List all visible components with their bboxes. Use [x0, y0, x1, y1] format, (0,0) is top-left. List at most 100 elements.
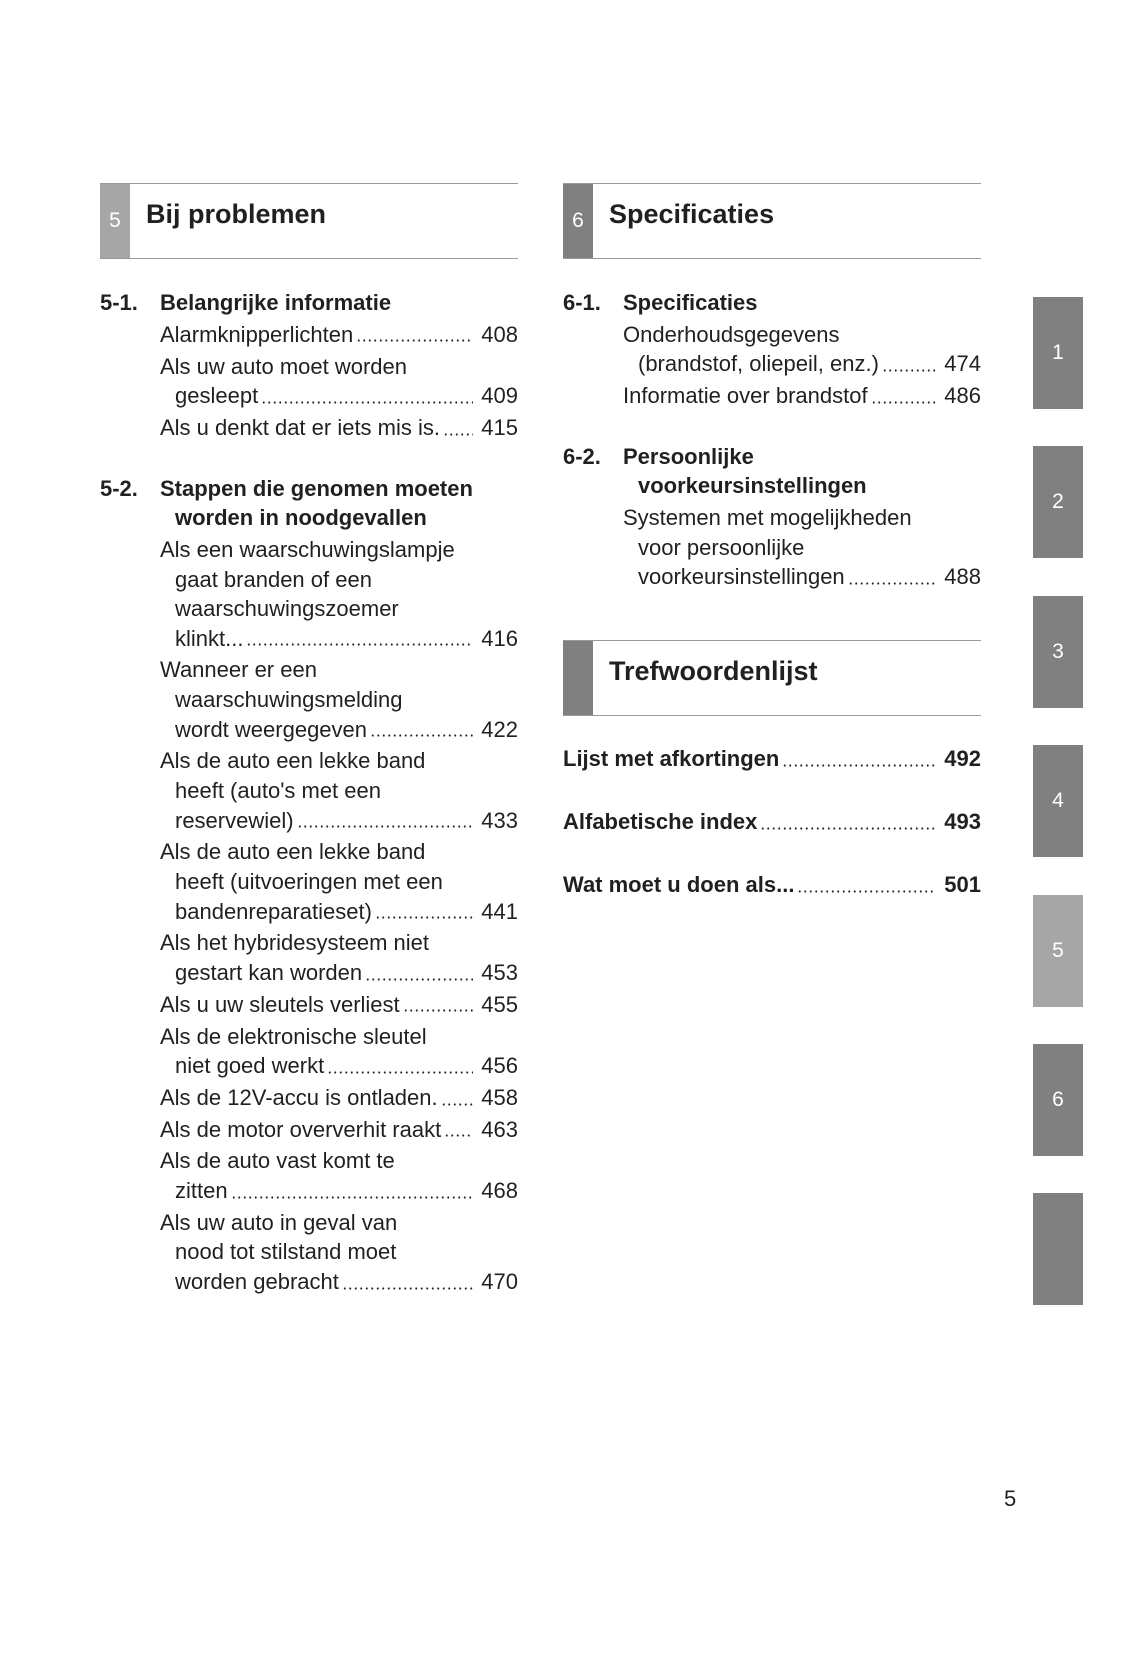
dot-leader	[440, 1102, 474, 1106]
index-entry-page: 501	[944, 872, 981, 898]
toc-entry-last-line: Als u denkt dat er iets mis is. 415	[160, 413, 518, 443]
dot-leader	[365, 977, 474, 981]
entry-text: bandenreparatieset)	[175, 898, 372, 924]
entry-text: Als u uw sleutels verliest	[160, 991, 400, 1017]
entry-text: zitten	[175, 1178, 228, 1204]
entry-text: Als de auto een lekke band	[160, 748, 426, 774]
entry-text: Als de 12V-accu is ontladen.	[160, 1084, 438, 1110]
index-entry-label: Alfabetische index	[563, 809, 758, 835]
entry-text: Als u denkt dat er iets mis is.	[160, 414, 440, 440]
side-tab-5[interactable]: 5	[1033, 894, 1083, 1007]
entry-text: heeft (uitvoeringen met een	[175, 869, 443, 894]
entry-page: 455	[481, 991, 518, 1017]
section-number: 6-2.	[563, 443, 601, 469]
toc-entry-last-line: gestart kan worden 453	[160, 958, 518, 988]
toc-entry[interactable]: Als de auto een lekke band heeft (auto's …	[160, 746, 518, 835]
toc-entry[interactable]: Onderhoudsgegevens (brandstof, oliepeil, …	[623, 320, 981, 379]
entry-text: Als het hybridesysteem niet	[160, 930, 430, 956]
toc-entry-last-line: (brandstof, oliepeil, enz.) 474	[623, 349, 981, 379]
toc-entry-last-line: Informatie over brandstof 486	[623, 381, 981, 411]
dot-leader	[760, 826, 937, 830]
dot-leader	[870, 400, 937, 404]
toc-entry[interactable]: Als de auto een lekke band heeft (uitvoer…	[160, 837, 518, 926]
toc-entry-last-line: Als de motor oververhit raakt 463	[160, 1115, 518, 1145]
entry-page: 474	[944, 351, 981, 377]
dot-leader	[370, 734, 474, 738]
toc-entry[interactable]: Alarmknipperlichten 408	[160, 320, 518, 350]
toc-entry[interactable]: Als het hybridesysteem niet gestart kan w…	[160, 928, 518, 987]
entry-text: Systemen met mogelijkheden	[623, 505, 912, 531]
side-tab-2[interactable]: 2	[1033, 446, 1083, 559]
side-tab-blank[interactable]	[1033, 1193, 1083, 1306]
chapter-6-contents: 6-1. Specificaties Onderhoudsgegevens (bran…	[563, 288, 981, 592]
entry-text: Onderhoudsgegevens	[623, 321, 840, 347]
index-entry[interactable]: Wat moet u doen als... 501	[563, 870, 981, 900]
dot-leader	[797, 889, 937, 893]
entry-text: voor persoonlijke	[638, 534, 805, 560]
section-title: Persoonlijke voorkeursinstellingen	[623, 442, 981, 501]
section-number: 6-1.	[563, 290, 601, 315]
toc-section: 5-2. Stappen die genomen moeten worden in …	[100, 474, 518, 1297]
entry-text: Als de auto vast komt te	[160, 1148, 395, 1174]
toc-entry[interactable]: Informatie over brandstof 486	[623, 381, 981, 411]
entry-text: Als een waarschuwingslampje	[160, 536, 455, 562]
toc-entry-last-line: bandenreparatieset) 441	[160, 897, 518, 927]
index-entry[interactable]: Alfabetische index 493	[563, 807, 981, 837]
entry-text: waarschuwingsmelding	[175, 687, 403, 713]
entry-page: 409	[481, 383, 518, 409]
entry-text: Als uw auto in geval van	[160, 1209, 398, 1235]
toc-entry[interactable]: Als de motor oververhit raakt 463	[160, 1115, 518, 1145]
side-tab-3[interactable]: 3	[1033, 595, 1083, 708]
chapter-number: 5	[100, 184, 130, 258]
dot-leader	[230, 1195, 474, 1199]
entry-page: 441	[481, 898, 518, 924]
entry-page: 453	[481, 959, 518, 985]
toc-entry[interactable]: Als uw auto moet worden gesleept 409	[160, 352, 518, 411]
section-title: Belangrijke informatie	[160, 288, 518, 318]
entry-page: 470	[481, 1269, 518, 1295]
entry-text: heeft (auto's met een	[175, 778, 381, 804]
index-entry[interactable]: Lijst met afkortingen 492	[563, 744, 981, 774]
section-number: 5-1.	[100, 290, 138, 315]
toc-entry[interactable]: Als de auto vast komt te zitten 468	[160, 1146, 518, 1205]
section-title: Stappen die genomen moeten worden in nood…	[160, 474, 518, 533]
section-title-line: Stappen die genomen moeten	[160, 475, 473, 501]
toc-entry[interactable]: Systemen met mogelijkheden voor persoonli…	[623, 503, 981, 592]
dot-leader	[246, 643, 474, 647]
entry-text: niet goed werkt	[175, 1053, 325, 1079]
entry-page: 458	[481, 1084, 518, 1110]
chapter-5-contents: 5-1. Belangrijke informatie Alarmknipperli…	[100, 288, 518, 1297]
toc-entry-last-line: wordt weergegeven 422	[160, 715, 518, 745]
dot-leader	[261, 400, 474, 404]
toc-entry-last-line: Alarmknipperlichten 408	[160, 320, 518, 350]
toc-entry[interactable]: Als de 12V-accu is ontladen. 458	[160, 1083, 518, 1113]
index-contents: Lijst met afkortingen 492 Alfabetische ind…	[563, 744, 981, 933]
section-title: Specificaties	[623, 288, 981, 318]
section-title-line: Persoonlijke	[623, 443, 754, 469]
toc-entry[interactable]: Als de elektronische sleutel niet goed we…	[160, 1022, 518, 1081]
section-title-line: voorkeursinstellingen	[638, 473, 867, 499]
section-title-line: Belangrijke informatie	[160, 290, 392, 315]
toc-entry[interactable]: Als u denkt dat er iets mis is. 415	[160, 413, 518, 443]
section-number: 5-2.	[100, 475, 138, 501]
index-entry-label: Lijst met afkortingen	[563, 746, 780, 771]
entry-text: Wanneer er een	[160, 657, 317, 683]
toc-entry-last-line: worden gebracht 470	[160, 1267, 518, 1297]
toc-entry-last-line: reservewiel) 433	[160, 806, 518, 836]
side-tab-1[interactable]: 1	[1033, 297, 1083, 409]
index-entry-page: 493	[944, 809, 981, 835]
toc-entry[interactable]: Als uw auto in geval van nood tot stilsta…	[160, 1208, 518, 1297]
entry-text: Als de motor oververhit raakt	[160, 1116, 442, 1142]
entry-page: 422	[481, 716, 518, 742]
toc-entry[interactable]: Als u uw sleutels verliest 455	[160, 990, 518, 1020]
toc-entry[interactable]: Wanneer er een waarschuwingsmelding wordt …	[160, 655, 518, 744]
side-tab-6[interactable]: 6	[1033, 1044, 1083, 1156]
entry-page: 463	[481, 1116, 518, 1142]
side-tab-4[interactable]: 4	[1033, 745, 1083, 858]
entry-text: voorkeursinstellingen	[638, 564, 845, 590]
dot-leader	[782, 763, 937, 767]
chapter-6-header: 6 Specificaties	[563, 183, 981, 259]
dot-leader	[443, 432, 474, 436]
toc-entry[interactable]: Als een waarschuwingslampje gaat branden …	[160, 535, 518, 653]
toc-entry-last-line: Als u uw sleutels verliest 455	[160, 990, 518, 1020]
